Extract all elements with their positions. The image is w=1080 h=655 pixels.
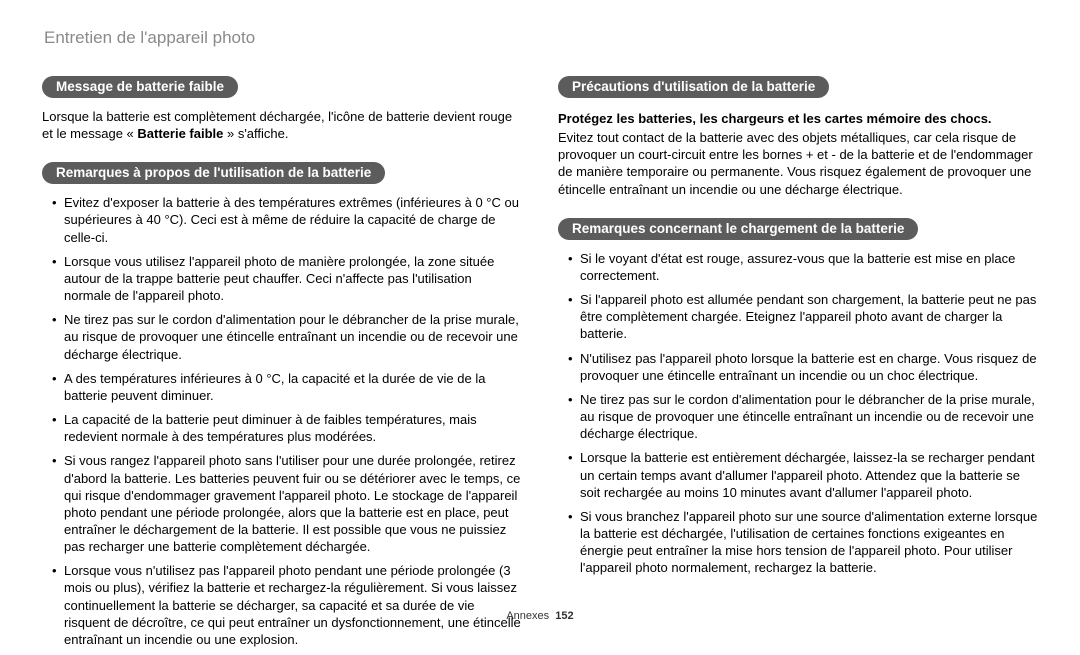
heading-charging-notes: Remarques concernant le chargement de la… [558, 218, 918, 240]
para-low-battery-post: » s'affiche. [223, 126, 288, 141]
list-item: Si l'appareil photo est allumée pendant … [568, 291, 1038, 342]
para-low-battery-bold: Batterie faible [137, 126, 223, 141]
footer-page-number: 152 [555, 610, 573, 622]
list-item: Ne tirez pas sur le cordon d'alimentatio… [568, 391, 1038, 442]
heading-low-battery-message: Message de batterie faible [42, 76, 238, 98]
page-container: Entretien de l'appareil photo Message de… [0, 0, 1080, 630]
list-item: Ne tirez pas sur le cordon d'alimentatio… [52, 311, 522, 362]
para-protect-bold: Protégez les batteries, les chargeurs et… [558, 110, 1038, 127]
right-column: Précautions d'utilisation de la batterie… [558, 70, 1038, 655]
para-precautions: Evitez tout contact de la batterie avec … [558, 129, 1038, 198]
list-item: Si vous branchez l'appareil photo sur un… [568, 508, 1038, 577]
list-item: La capacité de la batterie peut diminuer… [52, 411, 522, 445]
list-item: Lorsque vous utilisez l'appareil photo d… [52, 253, 522, 304]
footer: Annexes 152 [0, 610, 1080, 622]
list-charging: Si le voyant d'état est rouge, assurez-v… [558, 250, 1038, 577]
page-title: Entretien de l'appareil photo [44, 28, 1038, 48]
para-low-battery: Lorsque la batterie est complètement déc… [42, 108, 522, 142]
list-item: Lorsque la batterie est entièrement déch… [568, 449, 1038, 500]
list-item: Si le voyant d'état est rouge, assurez-v… [568, 250, 1038, 284]
list-battery-usage: Evitez d'exposer la batterie à des tempé… [42, 194, 522, 648]
heading-battery-usage-notes: Remarques à propos de l'utilisation de l… [42, 162, 385, 184]
list-item: Evitez d'exposer la batterie à des tempé… [52, 194, 522, 245]
columns: Message de batterie faible Lorsque la ba… [42, 70, 1038, 655]
list-item: N'utilisez pas l'appareil photo lorsque … [568, 350, 1038, 384]
list-item: A des températures inférieures à 0 °C, l… [52, 370, 522, 404]
footer-label: Annexes [506, 610, 549, 622]
heading-battery-precautions: Précautions d'utilisation de la batterie [558, 76, 829, 98]
list-item: Si vous rangez l'appareil photo sans l'u… [52, 452, 522, 555]
list-item: Lorsque vous n'utilisez pas l'appareil p… [52, 562, 522, 648]
left-column: Message de batterie faible Lorsque la ba… [42, 70, 522, 655]
